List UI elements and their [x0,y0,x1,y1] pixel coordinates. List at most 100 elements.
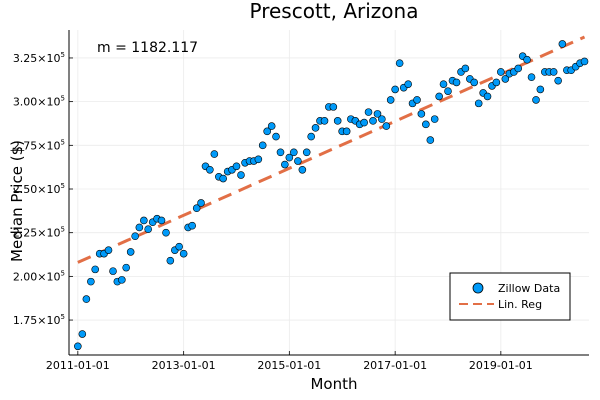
data-point [514,64,523,73]
data-point [395,59,404,67]
x-tick-label: 2019-01-01 [469,359,533,372]
data-point [118,276,126,284]
data-point [417,110,426,118]
x-tick-label: 2017-01-01 [363,359,427,372]
legend-box [449,272,571,321]
data-point [179,249,188,258]
data-point [532,96,540,104]
data-point [439,80,448,88]
data-point [444,87,452,95]
data-point [192,204,201,213]
data-point [404,80,412,88]
chart-title: Prescott, Arizona [250,0,419,23]
data-point [378,115,386,123]
legend-marker-zillow-data [472,282,484,294]
data-point [435,92,443,101]
data-point [558,40,567,48]
data-point [175,242,183,251]
y-tick-label: 1.75×105 [13,313,65,327]
data-point [210,150,219,158]
data-point [285,153,294,162]
data-point [391,85,399,94]
data-point [82,295,91,303]
y-tick-label: 3.25×105 [13,51,65,65]
grid-lines [69,30,589,355]
data-point [527,73,536,81]
y-tick-label: 2.75×105 [13,138,65,152]
data-point [342,127,351,136]
data-point [523,55,531,64]
data-point [267,122,276,130]
data-point [290,148,298,157]
x-tick-label: 2015-01-01 [257,359,321,372]
scatter-points [74,40,589,351]
plot-frame [68,30,589,356]
slope-annotation: m = 1182.117 [97,40,198,56]
data-point [483,92,492,101]
data-point [536,85,545,94]
y-tick-label: 3.00×105 [13,95,65,109]
data-point [492,78,501,87]
y-tick-label: 2.50×105 [13,182,65,196]
data-point [263,127,271,136]
data-point [126,248,135,256]
data-point [104,246,113,254]
data-point [281,160,289,169]
data-point [549,68,558,76]
data-point [461,64,470,73]
data-point [474,99,483,108]
data-point [122,263,130,272]
data-point [258,141,267,150]
legend: Zillow Data Lin. Reg [449,272,571,321]
data-point [311,124,320,132]
x-axis-title: Month [310,375,357,393]
data-point [219,174,227,183]
data-point [333,117,342,125]
data-point [294,157,302,165]
y-tick-labels: 1.75×105 2.00×105 2.25×105 2.50×105 2.75×105… [13,51,65,327]
data-point [501,75,510,83]
data-point [87,277,95,286]
y-tick-label: 2.00×105 [13,269,65,283]
data-point [452,78,461,87]
data-point [162,228,170,237]
y-tick-label: 2.25×105 [13,226,65,240]
data-point [276,148,285,157]
data-point [430,115,439,123]
data-point [413,96,421,104]
data-point [74,342,82,351]
data-point [382,122,391,130]
data-point [166,256,175,265]
data-point [307,132,315,141]
legend-label-zillow-data: Zillow Data [498,282,560,295]
data-point [78,330,87,338]
data-point [554,76,562,85]
x-tick-label: 2011-01-01 [46,359,110,372]
x-tick-label: 2013-01-01 [152,359,216,372]
data-point [373,110,382,118]
x-tick-labels: 2011-01-01 2013-01-01 2015-01-01 2017-01-01… [46,359,533,372]
data-point [144,225,152,233]
data-point [422,120,430,129]
data-point [135,223,144,232]
data-point [237,171,245,179]
data-point [369,117,377,125]
data-point [360,118,368,127]
data-point [206,165,214,174]
data-point [302,148,311,157]
data-point [470,78,479,87]
y-axis-title: Median Price ($) [8,140,26,262]
legend-label-lin-reg: Lin. Reg [498,298,542,311]
data-point [426,136,435,144]
data-point [386,96,395,104]
data-point [188,221,196,230]
data-point [232,162,241,171]
data-point [197,199,205,207]
data-point [580,57,589,66]
data-point [298,165,307,174]
data-point [497,68,505,76]
data-point [254,155,263,164]
data-point [320,117,329,125]
data-point [157,216,166,225]
